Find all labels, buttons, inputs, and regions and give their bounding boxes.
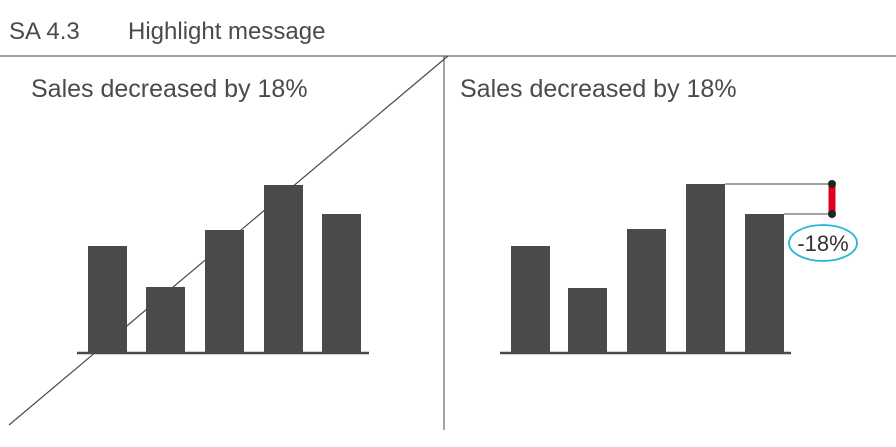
decline-endpoint-bottom: [828, 210, 836, 218]
bar: [146, 287, 185, 353]
bar: [627, 229, 666, 353]
bar: [88, 246, 127, 353]
bar: [568, 288, 607, 353]
chart-panel-left: Sales decreased by 18%: [31, 75, 369, 355]
figure-title: Highlight message: [128, 18, 325, 45]
callout-label: -18%: [797, 231, 848, 256]
bar: [205, 230, 244, 353]
bar: [322, 214, 361, 353]
decline-endpoint-top: [828, 180, 836, 188]
bar: [264, 185, 303, 353]
chart-title: Sales decreased by 18%: [31, 75, 308, 103]
bar: [686, 184, 725, 353]
chart-title: Sales decreased by 18%: [460, 75, 737, 103]
chart-panel-right: Sales decreased by 18% -18%: [460, 75, 858, 355]
bar: [511, 246, 550, 353]
figure-id: SA 4.3: [9, 18, 80, 45]
callout-ellipse: [788, 224, 858, 262]
bar: [745, 214, 784, 353]
